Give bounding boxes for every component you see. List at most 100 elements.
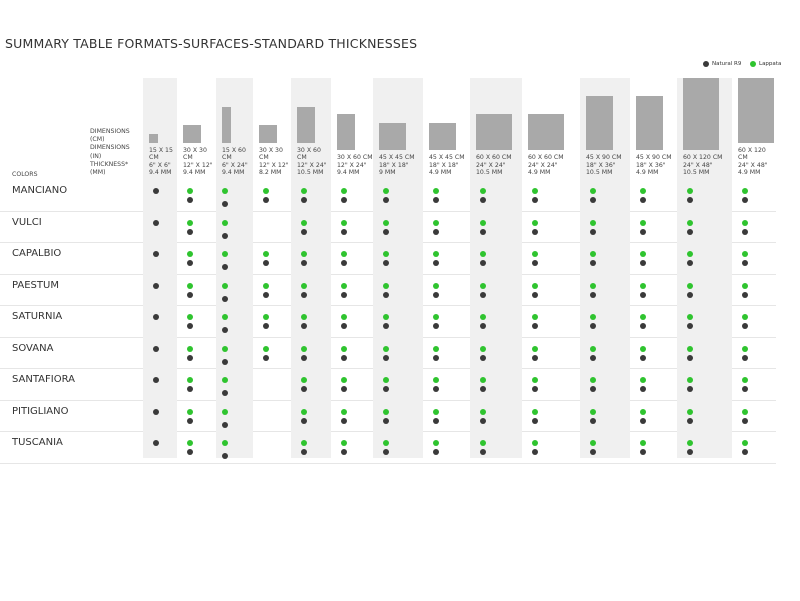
natural-dot <box>687 228 693 235</box>
availability-cell <box>297 188 311 203</box>
availability-cell <box>586 345 600 361</box>
availability-cell <box>528 440 542 455</box>
natural-dot <box>687 323 693 329</box>
availability-cell <box>528 408 542 424</box>
availability-cell <box>636 282 650 298</box>
format-in: 18" X 36" <box>586 161 616 169</box>
lappata-dot <box>222 251 228 257</box>
natural-dot <box>590 449 596 455</box>
format-header: 60 X 120 CM 24" X 48" 4.9 MM <box>732 78 776 178</box>
availability-cell <box>222 408 228 428</box>
availability-cell <box>476 188 490 203</box>
legend-dot <box>703 61 709 67</box>
format-tile <box>586 96 613 151</box>
lappata-dot <box>590 440 596 446</box>
lappata-dot <box>590 188 596 194</box>
availability-cell <box>149 345 163 352</box>
column-background <box>143 78 177 458</box>
natural-dot <box>433 386 439 392</box>
dim-label: DIMENSIONS (IN) <box>90 144 130 160</box>
availability-cell <box>337 282 351 298</box>
format-tile <box>259 124 277 143</box>
availability-cell <box>429 251 443 266</box>
lappata-dot <box>222 219 228 226</box>
format-tile <box>337 114 355 151</box>
natural-dot <box>433 260 439 266</box>
format-cm: 15 X 60 CM <box>222 146 246 162</box>
format-mm: 9.4 MM <box>183 169 206 177</box>
color-name: PITIGLIANO <box>12 405 69 417</box>
format-in: 24" X 48" <box>738 161 768 169</box>
lappata-dot <box>640 377 646 383</box>
format-mm: 9.4 MM <box>222 169 245 177</box>
format-in: 12" X 24" <box>297 161 327 169</box>
availability-cell <box>683 440 697 455</box>
availability-cell <box>683 345 697 361</box>
availability-cell <box>683 251 697 266</box>
format-tile <box>222 106 231 143</box>
availability-cell <box>528 377 542 392</box>
natural-dot <box>222 295 228 302</box>
format-in: 6" X 24" <box>222 161 248 169</box>
availability-cell <box>259 188 273 203</box>
natural-dot <box>187 197 193 203</box>
availability-cell <box>636 251 650 266</box>
format-cm: 45 X 90 CM <box>636 154 672 162</box>
natural-dot <box>301 197 307 203</box>
natural-dot <box>187 386 193 392</box>
color-name: PAESTUM <box>12 279 59 291</box>
availability-cell <box>337 188 351 203</box>
availability-cell <box>586 408 600 424</box>
availability-cell <box>337 408 351 424</box>
natural-dot <box>341 417 347 424</box>
format-tile <box>476 114 512 151</box>
availability-cell <box>297 345 311 361</box>
availability-cell <box>222 345 228 365</box>
format-header: 30 X 60 CM 12" X 24" 10.5 MM <box>291 78 331 178</box>
lappata-dot <box>480 188 486 194</box>
format-mm: 8.2 MM <box>259 169 282 177</box>
natural-dot <box>222 232 228 239</box>
natural-dot <box>480 449 486 455</box>
format-mm: 10.5 MM <box>586 169 613 177</box>
lappata-dot <box>687 408 693 415</box>
lappata-dot <box>301 219 307 226</box>
natural-dot <box>590 260 596 266</box>
natural-dot <box>301 228 307 235</box>
format-cm: 15 X 15 CM <box>149 146 173 162</box>
natural-dot <box>640 449 646 455</box>
lappata-dot <box>742 440 748 446</box>
natural-dot <box>742 386 748 392</box>
natural-dot <box>222 264 228 270</box>
lappata-dot <box>301 440 307 446</box>
lappata-dot <box>341 377 347 383</box>
availability-cell <box>636 219 650 235</box>
lappata-dot <box>341 251 347 257</box>
format-tile <box>183 124 201 143</box>
natural-dot <box>687 197 693 203</box>
lappata-dot <box>187 219 193 226</box>
format-header: 15 X 15 CM 6" X 6" 9.4 MM <box>143 78 177 178</box>
lappata-dot <box>480 408 486 415</box>
natural-dot <box>187 291 193 298</box>
lappata-dot <box>687 188 693 194</box>
natural-dot <box>480 323 486 329</box>
lappata-dot <box>301 345 307 352</box>
format-cm: 45 X 45 CM <box>379 154 415 162</box>
lappata-dot <box>263 251 269 257</box>
availability-cell <box>379 345 393 361</box>
format-tile <box>683 78 719 151</box>
natural-dot <box>301 417 307 424</box>
availability-cell <box>297 251 311 266</box>
lappata-dot <box>590 345 596 352</box>
availability-cell <box>636 408 650 424</box>
availability-cell <box>183 314 197 329</box>
availability-cell <box>429 345 443 361</box>
natural-dot <box>640 354 646 361</box>
natural-dot <box>687 449 693 455</box>
format-header: 45 X 90 CM 18" X 36" 10.5 MM <box>580 78 630 178</box>
lappata-dot <box>480 282 486 289</box>
availability-cell <box>297 440 311 455</box>
availability-cell <box>379 314 393 329</box>
natural-dot <box>687 386 693 392</box>
